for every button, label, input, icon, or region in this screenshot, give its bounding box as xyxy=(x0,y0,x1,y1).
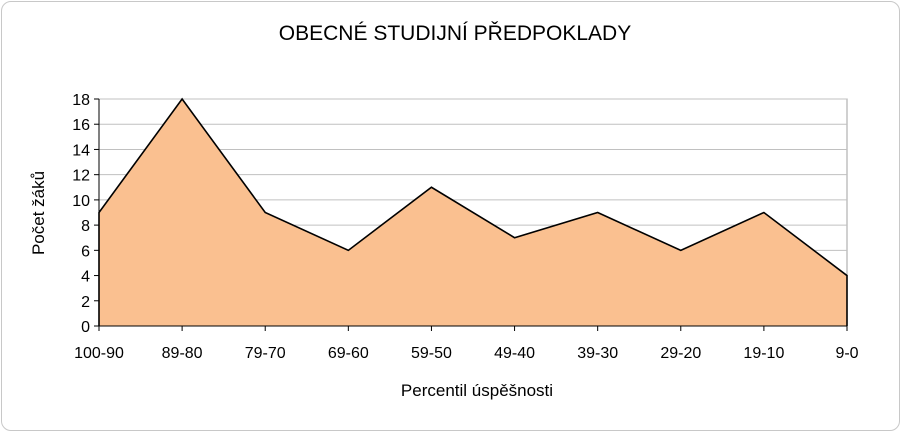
area-outline xyxy=(98,97,848,326)
y-tick-label-4: 4 xyxy=(81,269,90,286)
y-tick-label-0: 0 xyxy=(81,319,90,336)
x-tick-label-79-70: 79-70 xyxy=(245,345,286,362)
x-tick-label-39-30: 39-30 xyxy=(577,345,618,362)
x-tick-label-29-20: 29-20 xyxy=(660,345,701,362)
y-tick-label-6: 6 xyxy=(81,243,90,260)
x-tick-label-100-90: 100-90 xyxy=(74,345,124,362)
x-tick-label-49-40: 49-40 xyxy=(494,345,535,362)
chart-title: OBECNÉ STUDIJNÍ PŘEDPOKLADY xyxy=(279,22,631,45)
y-tick-label-2: 2 xyxy=(81,294,90,311)
x-tick-label-19-10: 19-10 xyxy=(743,345,784,362)
x-axis-label: Percentil úspěšnosti xyxy=(401,381,553,400)
x-tick-label-59-50: 59-50 xyxy=(411,345,452,362)
y-tick-label-18: 18 xyxy=(72,92,90,109)
y-tick-label-8: 8 xyxy=(81,218,90,235)
x-tick-label-9-0: 9-0 xyxy=(835,345,858,362)
area-layer xyxy=(98,97,848,327)
x-tick-label-69-60: 69-60 xyxy=(328,345,369,362)
y-tick-label-16: 16 xyxy=(72,117,90,134)
y-tick-label-12: 12 xyxy=(72,168,90,185)
x-tick-label-89-80: 89-80 xyxy=(162,345,203,362)
y-tick-label-10: 10 xyxy=(72,193,90,210)
y-axis-ticks: 0 2 4 6 8 10 12 14 16 18 xyxy=(72,92,99,336)
y-tick-label-14: 14 xyxy=(72,142,90,159)
x-axis-ticks: 100-90 89-80 79-70 69-60 59-50 49-40 39-30 29-2… xyxy=(74,326,859,362)
y-axis-label: Počet žáků xyxy=(29,171,48,255)
